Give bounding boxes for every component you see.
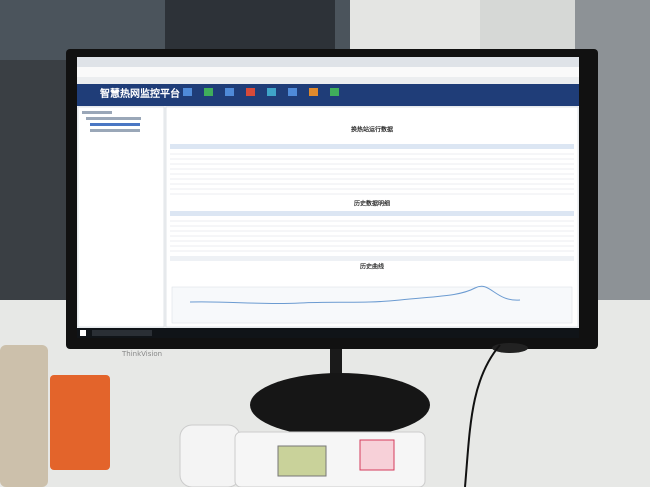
tree-item[interactable] <box>90 123 140 126</box>
phone-sticker <box>359 439 395 471</box>
pager <box>170 256 574 261</box>
address-bar <box>77 67 579 77</box>
nav-icon[interactable] <box>225 88 234 96</box>
nav-icon[interactable] <box>246 88 255 96</box>
dark-panel <box>0 60 70 300</box>
bookmarks-bar <box>77 77 579 84</box>
tree-item[interactable] <box>86 117 141 120</box>
start-button[interactable] <box>80 330 86 336</box>
app-header <box>77 84 579 106</box>
webcam <box>492 343 528 353</box>
table-rows <box>170 153 574 195</box>
window-screen <box>165 0 335 50</box>
glass-jar <box>0 345 48 487</box>
orange-box <box>50 375 110 470</box>
sidebar <box>77 106 165 328</box>
cable <box>464 344 501 487</box>
app-title: 智慧热网监控平台 <box>100 87 180 100</box>
nav-icon[interactable] <box>204 88 213 96</box>
sidebar-items <box>82 111 141 132</box>
phone-display <box>277 445 327 477</box>
browser-tabs <box>77 57 579 67</box>
table-header <box>170 144 574 149</box>
taskbar <box>77 328 579 338</box>
nav-icon[interactable] <box>309 88 318 96</box>
tree-item[interactable] <box>82 111 112 114</box>
monitor-base <box>250 373 430 437</box>
section-title: 历史曲线 <box>360 263 384 271</box>
section-title: 历史数据明细 <box>354 200 390 208</box>
table-rows <box>170 220 574 252</box>
curve <box>189 285 521 305</box>
tree-item[interactable] <box>90 129 140 132</box>
curve-panel <box>171 286 573 324</box>
section-title: 换热站运行数据 <box>351 126 393 134</box>
search-box[interactable] <box>92 330 152 336</box>
table-header <box>170 211 574 216</box>
phone-handset <box>179 424 241 487</box>
monitor-brand: ThinkVision <box>121 350 162 358</box>
nav-icon[interactable] <box>330 88 339 96</box>
nav-icon[interactable] <box>183 88 192 96</box>
nav-icon[interactable] <box>288 88 297 96</box>
nav-icons <box>183 88 339 96</box>
nav-icon[interactable] <box>267 88 276 96</box>
wall-panel <box>350 0 480 50</box>
phone-base <box>234 431 426 487</box>
